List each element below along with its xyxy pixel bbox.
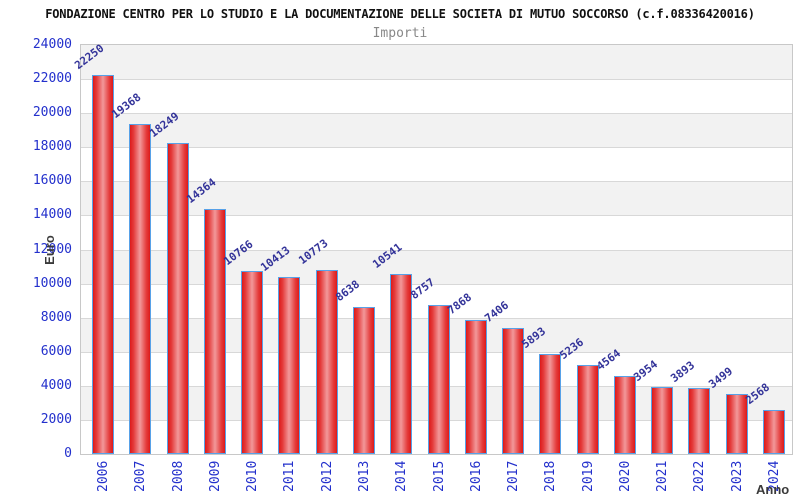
x-tick-2019: 2019 xyxy=(581,460,596,492)
y-tick-6000: 6000 xyxy=(40,344,72,359)
x-tick-2023: 2023 xyxy=(730,460,745,492)
chart-subtitle: Importi xyxy=(372,26,428,41)
x-tick-2021: 2021 xyxy=(655,460,670,492)
y-tick-20000: 20000 xyxy=(32,105,72,120)
plot-band xyxy=(81,113,792,147)
bar-2016 xyxy=(465,320,487,454)
plot-band xyxy=(81,45,792,79)
y-tick-2000: 2000 xyxy=(40,412,72,427)
y-tick-12000: 12000 xyxy=(32,242,72,257)
bar-2022 xyxy=(688,388,710,454)
bar-2024 xyxy=(763,410,785,454)
x-tick-2016: 2016 xyxy=(469,460,484,492)
value-label-2021: 3954 xyxy=(631,357,661,384)
y-tick-10000: 10000 xyxy=(32,276,72,291)
bar-2012 xyxy=(316,270,338,454)
plot-band xyxy=(81,250,792,284)
bar-2010 xyxy=(241,271,263,454)
x-tick-2010: 2010 xyxy=(245,460,260,492)
y-tick-18000: 18000 xyxy=(32,139,72,154)
bar-2009 xyxy=(204,209,226,454)
bar-2021 xyxy=(651,387,673,454)
y-tick-16000: 16000 xyxy=(32,173,72,188)
gridline xyxy=(81,147,792,148)
bar-2013 xyxy=(353,307,375,454)
gridline xyxy=(81,215,792,216)
plot-band xyxy=(81,181,792,215)
y-axis-title: Euro xyxy=(42,235,57,265)
y-tick-22000: 22000 xyxy=(32,71,72,86)
x-tick-2012: 2012 xyxy=(320,460,335,492)
x-tick-2014: 2014 xyxy=(394,460,409,492)
bar-2017 xyxy=(502,328,524,454)
bar-2019 xyxy=(577,365,599,454)
bar-2018 xyxy=(539,354,561,454)
bar-2011 xyxy=(278,277,300,454)
gridline xyxy=(81,250,792,251)
x-tick-2018: 2018 xyxy=(543,460,558,492)
plot-area: 22250 19368 18249 14364 10766 10413 10773 8638 1… xyxy=(72,42,793,455)
value-label-2016: 7868 xyxy=(445,290,475,317)
y-tick-24000: 24000 xyxy=(32,37,72,52)
x-tick-2017: 2017 xyxy=(506,460,521,492)
bar-2023 xyxy=(726,394,748,454)
x-tick-2007: 2007 xyxy=(133,460,148,492)
x-axis-title: Anno xyxy=(756,482,790,497)
bar-2008 xyxy=(167,143,189,454)
x-tick-2008: 2008 xyxy=(171,460,186,492)
x-tick-2009: 2009 xyxy=(208,460,223,492)
y-tick-4000: 4000 xyxy=(40,378,72,393)
y-tick-8000: 8000 xyxy=(40,310,72,325)
chart-title: FONDAZIONE CENTRO PER LO STUDIO E LA DOC… xyxy=(45,7,755,21)
bar-2014 xyxy=(390,274,412,454)
x-tick-2013: 2013 xyxy=(357,460,372,492)
y-tick-0: 0 xyxy=(64,446,72,461)
x-tick-2006: 2006 xyxy=(96,460,111,492)
bar-2006 xyxy=(92,75,114,454)
bar-2020 xyxy=(614,376,636,454)
value-label-2022: 3893 xyxy=(668,358,698,385)
x-tick-2011: 2011 xyxy=(282,460,297,492)
gridline xyxy=(81,113,792,114)
x-tick-2015: 2015 xyxy=(432,460,447,492)
bar-2015 xyxy=(428,305,450,454)
y-tick-14000: 14000 xyxy=(32,207,72,222)
gridline xyxy=(81,284,792,285)
bar-2007 xyxy=(129,124,151,454)
gridline xyxy=(81,181,792,182)
x-tick-2020: 2020 xyxy=(618,460,633,492)
x-tick-2022: 2022 xyxy=(692,460,707,492)
gridline xyxy=(81,79,792,80)
